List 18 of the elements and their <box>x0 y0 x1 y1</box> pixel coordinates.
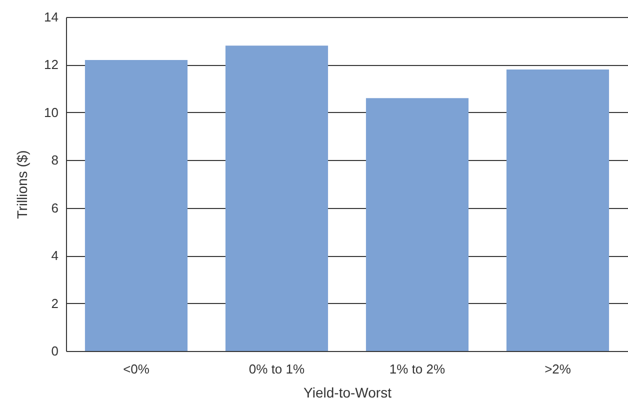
bar <box>506 69 610 351</box>
y-tick-label: 6 <box>51 200 58 216</box>
y-tick-label: 14 <box>44 10 58 24</box>
y-tick-label: 8 <box>51 152 58 168</box>
y-tick-label: 10 <box>44 104 58 120</box>
y-tick-label: 2 <box>51 296 58 311</box>
x-tick-label: <0% <box>123 362 150 376</box>
y-tick-label: 0 <box>51 344 58 358</box>
bar <box>84 60 188 351</box>
x-axis-title: Yield-to-Worst <box>304 384 392 400</box>
x-tick-label: 0% to 1% <box>248 362 306 376</box>
y-tick-label: 4 <box>51 248 58 264</box>
x-tick-label: >2% <box>544 362 572 376</box>
x-tick-label: 1% to 2% <box>389 362 446 376</box>
bar <box>225 46 328 351</box>
y-tick-label: 12 <box>44 57 58 72</box>
y-axis-title: Trillions ($) <box>14 150 30 219</box>
bar <box>366 98 469 351</box>
